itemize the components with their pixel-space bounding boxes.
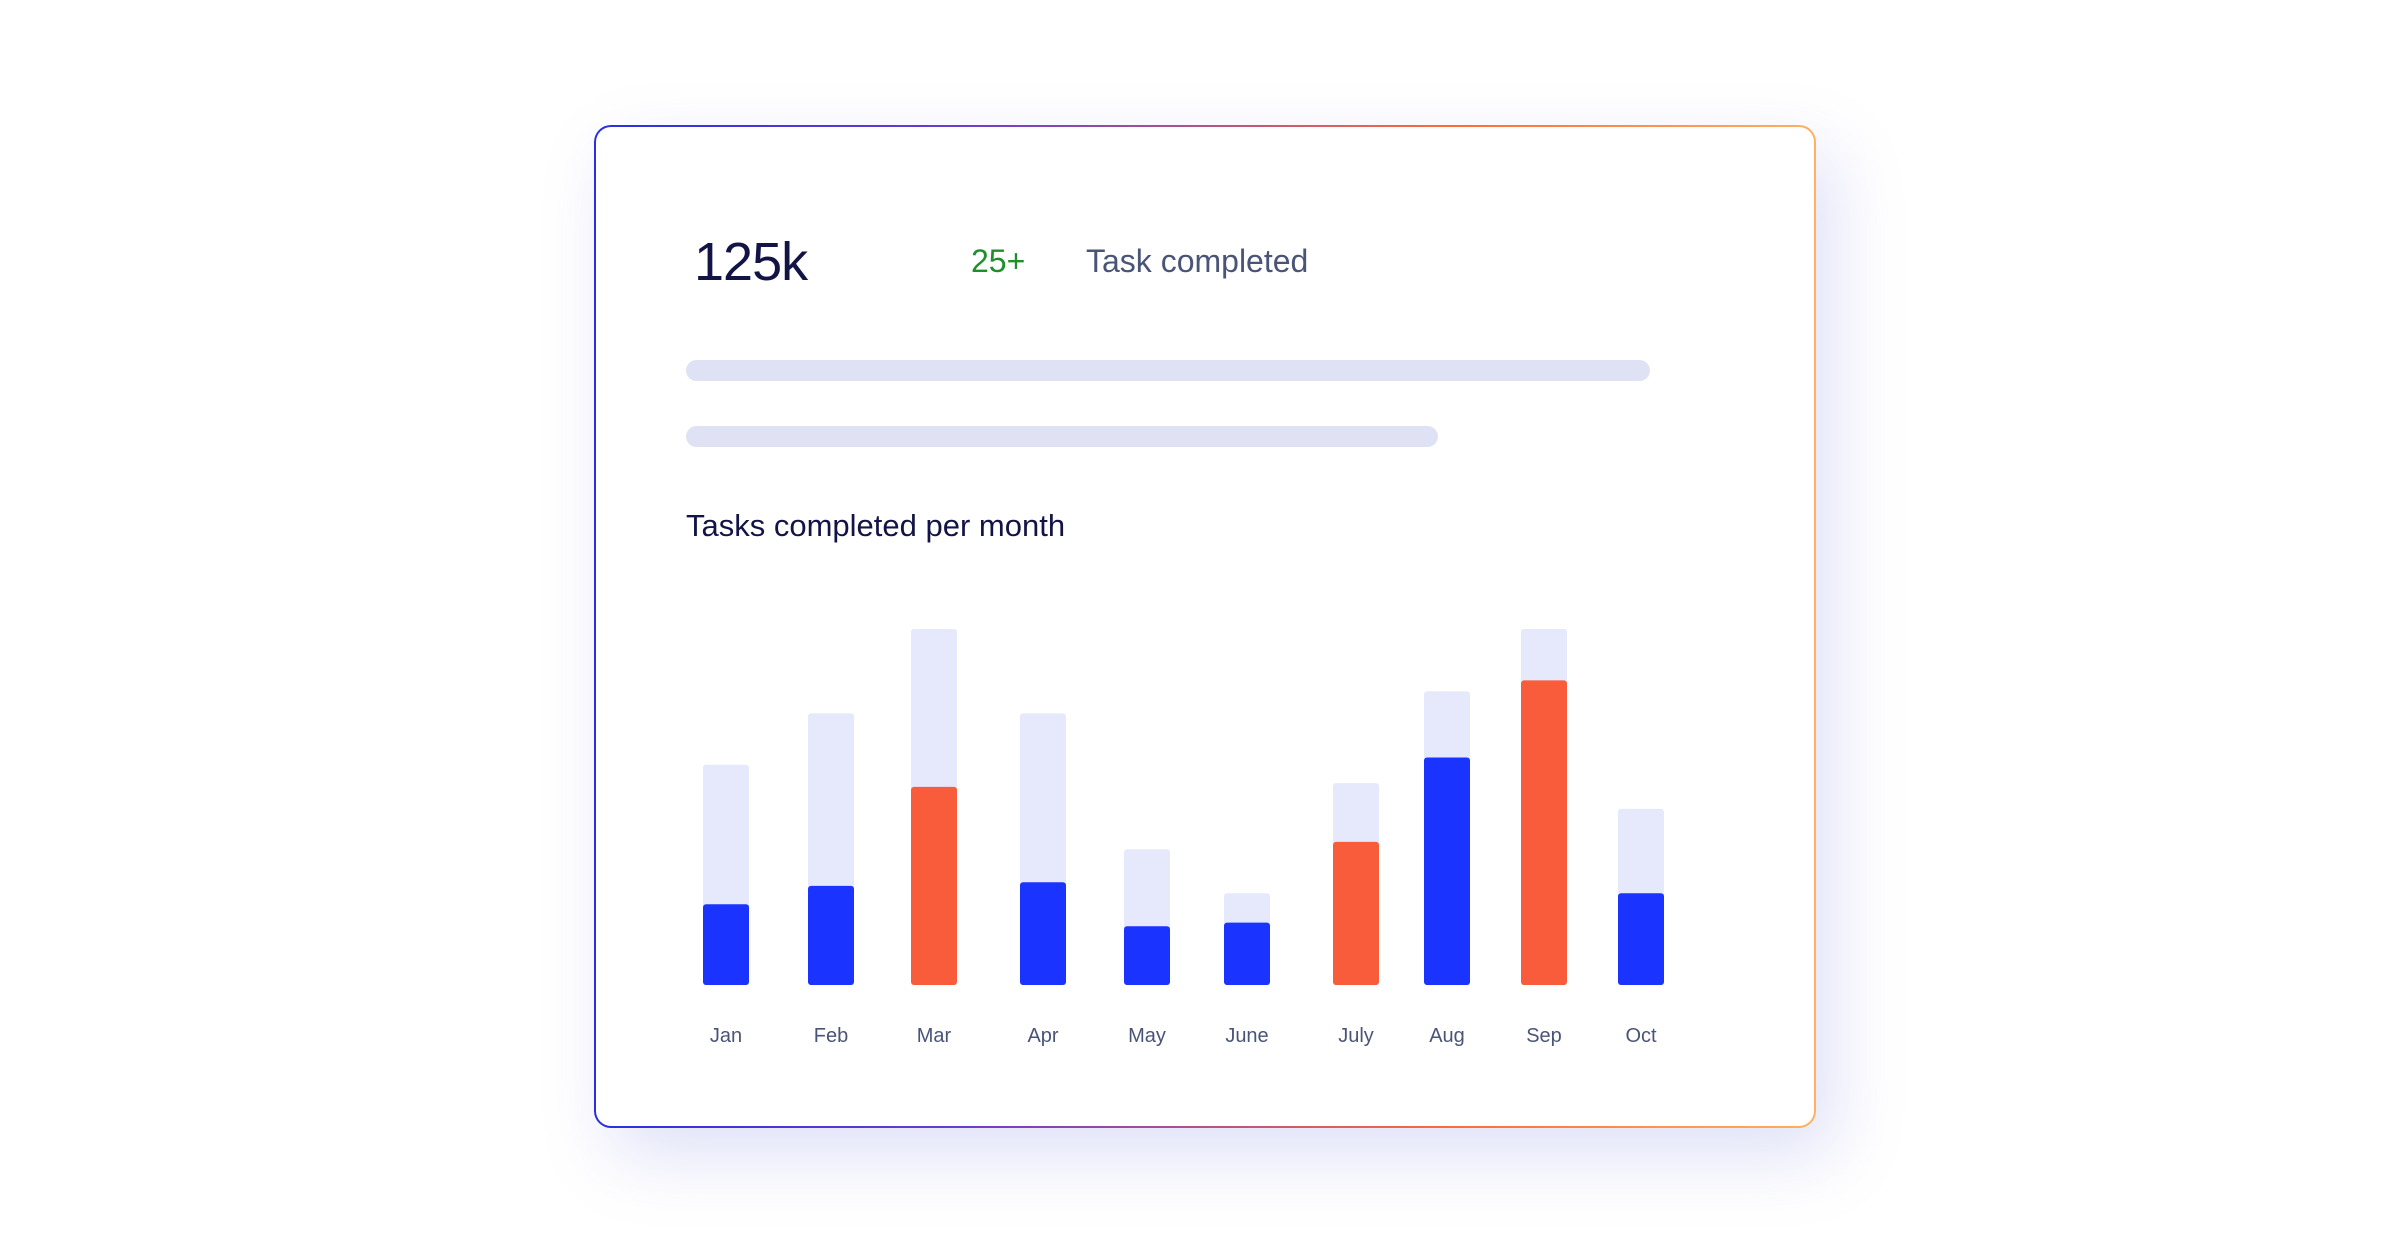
x-tick-label: Oct <box>1625 1025 1657 1047</box>
bar-oct <box>1618 893 1664 985</box>
x-tick-label: Sep <box>1526 1025 1562 1047</box>
bar-june <box>1224 922 1270 985</box>
x-tick-label: Aug <box>1429 1025 1465 1047</box>
x-tick-label: June <box>1225 1025 1268 1047</box>
stats-card: 125k 25+ Task completed Tasks completed … <box>596 127 1814 1126</box>
bar-mar <box>911 786 957 985</box>
chart-title: Tasks completed per month <box>686 508 1066 543</box>
x-tick-label: Jan <box>710 1025 742 1047</box>
x-tick-label: Apr <box>1027 1025 1058 1047</box>
bar-sep <box>1521 680 1567 985</box>
bar-feb <box>808 885 854 985</box>
stat-delta-badge: 25+ <box>971 243 1026 279</box>
bar-apr <box>1020 882 1066 985</box>
placeholder-line <box>686 360 1650 381</box>
stat-value: 125k <box>694 232 808 292</box>
bar-chart: Jan Feb Mar Apr May June July Aug Sep Oct <box>703 629 1664 1047</box>
bar-jan <box>703 904 749 985</box>
bar-july <box>1333 841 1379 985</box>
bar-may <box>1124 926 1170 985</box>
x-tick-label: May <box>1128 1025 1166 1047</box>
x-tick-label: Feb <box>814 1025 848 1047</box>
card-frame: 125k 25+ Task completed Tasks completed … <box>594 125 1816 1128</box>
bar-aug <box>1424 757 1470 985</box>
stat-label: Task completed <box>1086 243 1309 279</box>
x-tick-label: July <box>1338 1025 1374 1047</box>
placeholder-line <box>686 426 1438 447</box>
x-tick-label: Mar <box>917 1025 952 1047</box>
